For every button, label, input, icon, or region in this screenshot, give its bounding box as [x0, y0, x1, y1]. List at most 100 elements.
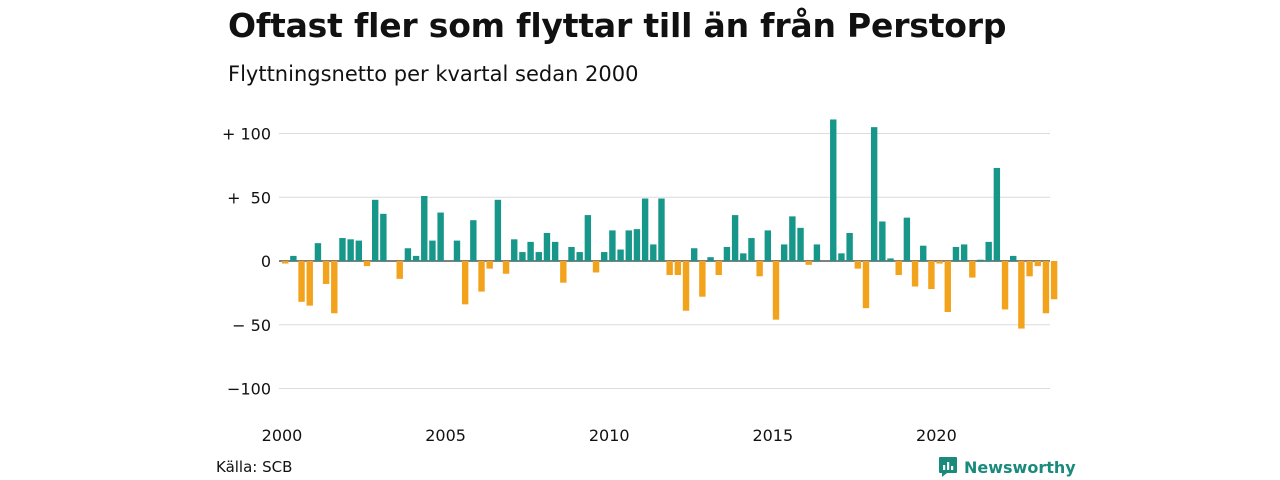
bar — [502, 261, 510, 274]
bar — [290, 255, 297, 261]
bar — [584, 215, 592, 261]
bar — [535, 252, 542, 261]
bar — [494, 199, 502, 261]
bar — [339, 238, 346, 261]
bar — [911, 261, 919, 287]
bar — [363, 261, 371, 267]
bar — [1010, 255, 1017, 261]
bar — [461, 261, 469, 305]
bar — [511, 239, 518, 261]
bar — [731, 215, 739, 261]
source-note: Källa: SCB — [216, 458, 293, 476]
bar — [969, 261, 976, 278]
bar — [601, 252, 608, 261]
brand-logo: Newsworthy — [938, 456, 1076, 478]
bar — [846, 232, 853, 261]
bar — [903, 217, 911, 261]
bar — [740, 253, 747, 261]
bar — [674, 261, 682, 276]
bar — [715, 261, 722, 276]
bar — [854, 261, 861, 269]
bar — [707, 257, 714, 261]
x-tick-label: 2010 — [589, 426, 630, 445]
bar — [625, 230, 632, 261]
bar — [928, 261, 935, 290]
bar — [699, 261, 706, 297]
newsworthy-logo-icon — [939, 457, 957, 477]
bar — [453, 240, 461, 261]
bar — [780, 244, 788, 261]
bar — [282, 261, 289, 264]
bar — [347, 239, 354, 261]
bar — [691, 248, 698, 261]
bar — [404, 248, 412, 261]
bar — [723, 246, 731, 261]
bar — [952, 246, 960, 261]
bar — [748, 238, 755, 261]
bar — [519, 252, 526, 261]
bar — [1001, 261, 1009, 310]
bar — [895, 261, 902, 276]
x-tick-label: 2000 — [262, 426, 303, 445]
bar — [772, 261, 780, 320]
bar — [870, 127, 878, 262]
bar — [756, 261, 763, 277]
x-tick-label: 2015 — [752, 426, 793, 445]
bar — [592, 261, 600, 273]
bar — [830, 119, 837, 261]
x-tick-label: 2020 — [916, 426, 957, 445]
bar — [437, 212, 444, 261]
y-tick-label: −100 — [227, 380, 271, 399]
bar — [887, 258, 894, 261]
chart-subtitle: Flyttningsnetto per kvartal sedan 2000 — [228, 62, 639, 86]
bar — [789, 216, 796, 262]
bar — [396, 261, 403, 279]
bar — [985, 241, 992, 262]
bar — [1042, 261, 1050, 314]
bar — [960, 244, 968, 261]
bar — [551, 241, 559, 262]
bar — [486, 261, 493, 269]
bar — [993, 167, 1001, 261]
bar — [331, 261, 338, 314]
bar — [813, 244, 821, 261]
bar — [380, 213, 387, 261]
bar — [609, 230, 616, 261]
bar — [1050, 261, 1058, 300]
x-tick-label: 2005 — [425, 426, 466, 445]
bar — [576, 252, 583, 261]
bar — [1018, 261, 1025, 329]
y-tick-label: − 50 — [232, 316, 271, 335]
bar — [805, 261, 812, 265]
bar — [568, 246, 575, 261]
bar — [658, 198, 665, 261]
bar — [429, 240, 436, 261]
bar — [650, 244, 657, 261]
bar — [633, 229, 641, 261]
bar — [764, 230, 772, 261]
bar — [306, 261, 313, 306]
bar — [944, 261, 951, 312]
bar — [617, 249, 624, 261]
bar — [1034, 261, 1041, 267]
bar — [641, 198, 649, 261]
bar — [977, 259, 984, 261]
y-tick-label: + 50 — [227, 188, 271, 207]
bar — [355, 240, 363, 261]
bar — [314, 243, 322, 261]
bar — [543, 232, 551, 261]
bar — [936, 261, 943, 264]
bar — [920, 245, 927, 261]
chart-title: Oftast fler som flyttar till än från Per… — [228, 6, 1007, 45]
bar — [838, 253, 845, 261]
bar — [1026, 261, 1033, 277]
bar — [862, 261, 870, 309]
bar — [371, 199, 379, 261]
bar — [470, 220, 477, 261]
bar — [682, 261, 690, 311]
bar — [322, 261, 330, 284]
bar — [527, 241, 534, 262]
bar — [879, 221, 886, 261]
bar — [560, 261, 567, 283]
